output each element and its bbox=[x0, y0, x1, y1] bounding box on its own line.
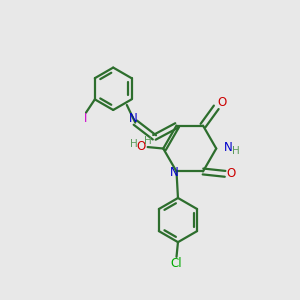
Text: N: N bbox=[128, 112, 137, 125]
Text: O: O bbox=[226, 167, 236, 180]
Text: O: O bbox=[136, 140, 146, 153]
Text: N: N bbox=[224, 141, 233, 154]
Text: H: H bbox=[144, 136, 152, 146]
Text: H: H bbox=[232, 146, 240, 156]
Text: H: H bbox=[130, 139, 138, 148]
Text: O: O bbox=[217, 96, 226, 110]
Text: N: N bbox=[170, 166, 178, 179]
Text: Cl: Cl bbox=[171, 257, 182, 270]
Text: I: I bbox=[83, 112, 87, 125]
